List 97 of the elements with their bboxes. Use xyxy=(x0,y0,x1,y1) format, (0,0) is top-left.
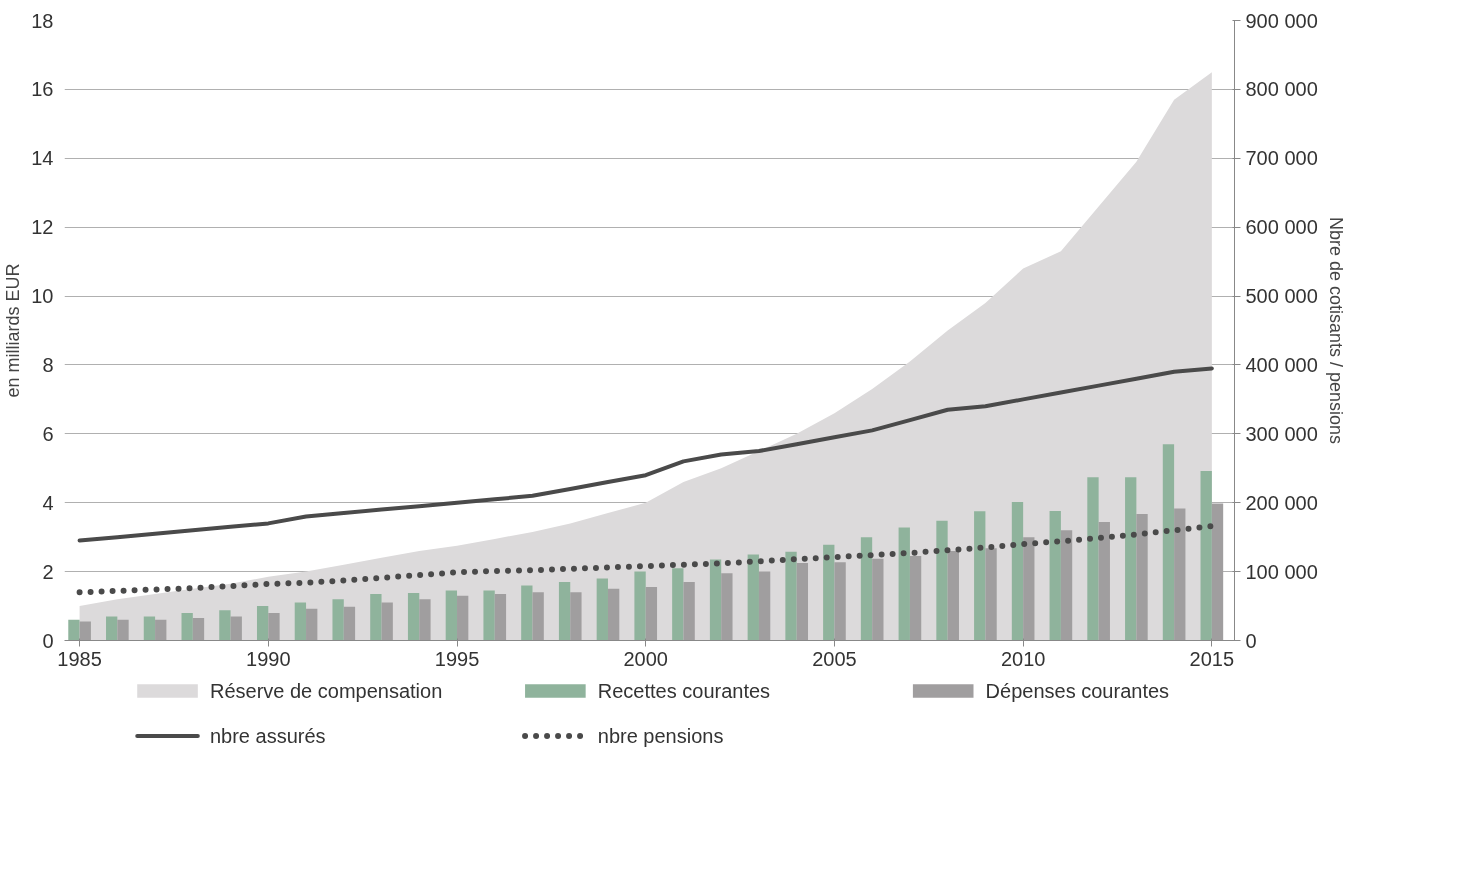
bar xyxy=(758,571,771,641)
bar xyxy=(596,578,608,641)
y2-tick-label: 400 000 xyxy=(1245,353,1318,376)
y2-tick-label: 600 000 xyxy=(1245,216,1318,239)
legend-label: Réserve de compensation xyxy=(209,680,443,702)
bar xyxy=(68,619,80,641)
bar xyxy=(1200,471,1212,641)
bar xyxy=(1049,510,1061,641)
legend-label: nbre pensions xyxy=(597,725,724,747)
y-axis-title: en milliards EUR xyxy=(3,263,24,398)
bar xyxy=(219,610,231,641)
x-tick-label: 1995 xyxy=(434,647,480,670)
y-tick-label: 10 xyxy=(31,285,54,308)
bar xyxy=(230,616,242,641)
bar xyxy=(256,606,269,641)
legend-label: Recettes courantes xyxy=(597,680,771,702)
y2-tick-label: 200 000 xyxy=(1245,491,1318,514)
bar xyxy=(785,551,797,641)
y-tick-label: 8 xyxy=(42,353,54,376)
y2-axis-title: Nbre de cotisants / pensions xyxy=(1325,216,1346,445)
legend-label: nbre assurés xyxy=(209,725,326,747)
x-tick-label: 2000 xyxy=(623,647,668,670)
bar xyxy=(407,592,420,641)
x-tick-label: 2010 xyxy=(1000,647,1046,670)
bar xyxy=(709,559,722,641)
bar xyxy=(419,599,431,641)
bar xyxy=(494,594,507,641)
bar xyxy=(294,602,307,641)
bar xyxy=(192,618,205,641)
bar xyxy=(672,568,684,641)
bar xyxy=(860,537,873,641)
bar xyxy=(106,616,118,641)
y2-tick-label: 700 000 xyxy=(1245,147,1318,170)
bar xyxy=(1098,522,1110,641)
y-tick-label: 18 xyxy=(31,9,54,32)
bar xyxy=(332,599,344,641)
bar xyxy=(747,554,759,641)
y2-tick-label: 0 xyxy=(1245,629,1257,652)
bar xyxy=(306,608,318,641)
bar xyxy=(1136,514,1148,641)
y2-tick-label: 900 000 xyxy=(1245,9,1318,32)
bar xyxy=(909,556,922,641)
y2-tick-label: 300 000 xyxy=(1245,422,1318,445)
bar xyxy=(796,563,809,641)
bar xyxy=(370,594,382,641)
x-tick-label: 2015 xyxy=(1189,647,1235,670)
y-tick-label: 6 xyxy=(42,422,54,445)
bar xyxy=(155,619,167,641)
bar xyxy=(117,619,129,641)
bar xyxy=(521,585,533,641)
y-tick-label: 16 xyxy=(31,78,54,101)
bar xyxy=(898,527,910,641)
bar xyxy=(381,602,393,641)
line-series xyxy=(77,366,1214,543)
bar xyxy=(558,581,571,641)
bar xyxy=(1174,508,1186,641)
bar xyxy=(985,548,997,641)
bar xyxy=(834,562,846,641)
bar xyxy=(823,544,835,641)
bar xyxy=(607,588,620,641)
y-tick-label: 2 xyxy=(42,560,54,583)
y2-tick-label: 500 000 xyxy=(1245,285,1318,308)
bar xyxy=(1211,503,1224,641)
bar xyxy=(721,573,733,641)
bar xyxy=(947,550,959,641)
y-tick-label: 12 xyxy=(31,216,54,239)
bar xyxy=(570,592,582,641)
y2-tick-label: 800 000 xyxy=(1245,78,1318,101)
bar xyxy=(645,587,658,641)
bar xyxy=(1087,477,1099,641)
bar xyxy=(532,592,544,641)
bar xyxy=(936,520,948,641)
y-tick-label: 0 xyxy=(42,629,54,652)
bar xyxy=(1011,502,1024,641)
bar xyxy=(634,571,646,641)
bar xyxy=(1125,477,1137,641)
bar xyxy=(79,621,91,641)
bar xyxy=(683,581,695,641)
bar xyxy=(1023,537,1035,641)
bar xyxy=(872,558,884,641)
y-tick-label: 14 xyxy=(31,147,54,170)
bar xyxy=(343,606,356,641)
bar xyxy=(1060,530,1073,641)
legend-label: Dépenses courantes xyxy=(985,680,1170,702)
bar xyxy=(1162,444,1175,641)
x-tick-label: 1985 xyxy=(57,647,102,670)
y2-tick-label: 100 000 xyxy=(1245,560,1318,583)
bar xyxy=(143,616,156,641)
x-tick-label: 1990 xyxy=(246,647,291,670)
bar xyxy=(268,612,280,641)
bar xyxy=(457,595,469,641)
y-tick-label: 4 xyxy=(42,491,54,514)
bar xyxy=(483,590,495,641)
bar xyxy=(181,612,193,641)
x-tick-label: 2005 xyxy=(812,647,857,670)
bar xyxy=(974,511,986,641)
bar xyxy=(445,590,458,641)
